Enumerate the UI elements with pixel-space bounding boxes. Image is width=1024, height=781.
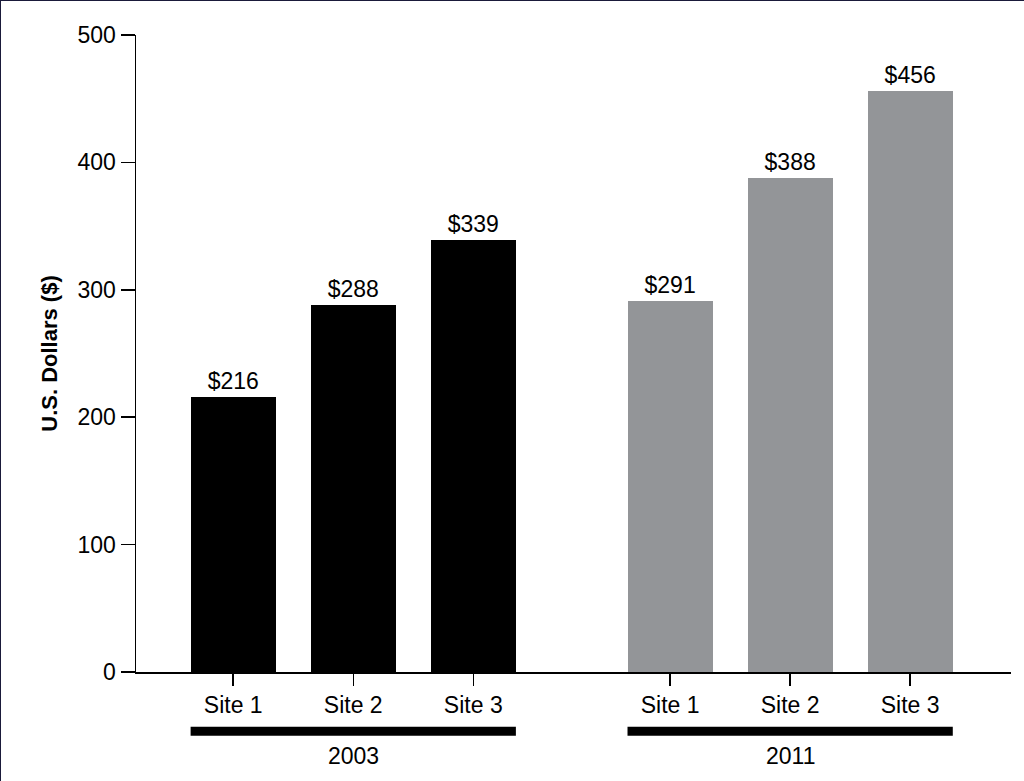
svg-text:Site 3: Site 3: [444, 692, 503, 718]
svg-text:300: 300: [78, 277, 116, 303]
svg-text:$456: $456: [885, 62, 936, 88]
svg-text:2003: 2003: [328, 743, 379, 769]
svg-text:100: 100: [78, 532, 116, 558]
svg-text:Site 3: Site 3: [881, 692, 940, 718]
svg-text:$291: $291: [645, 272, 696, 298]
svg-text:Site 1: Site 1: [204, 692, 263, 718]
svg-text:$216: $216: [208, 368, 259, 394]
svg-text:Site 1: Site 1: [641, 692, 700, 718]
svg-text:500: 500: [78, 22, 116, 48]
svg-text:Site 2: Site 2: [324, 692, 383, 718]
svg-text:$288: $288: [328, 276, 379, 302]
svg-text:U.S. Dollars ($): U.S. Dollars ($): [37, 275, 62, 431]
svg-text:2011: 2011: [766, 743, 815, 769]
svg-text:Site 2: Site 2: [761, 692, 820, 718]
svg-text:0: 0: [103, 659, 116, 685]
svg-text:200: 200: [78, 404, 116, 430]
svg-text:$388: $388: [765, 149, 816, 175]
svg-text:$339: $339: [448, 211, 499, 237]
svg-text:400: 400: [78, 149, 116, 175]
